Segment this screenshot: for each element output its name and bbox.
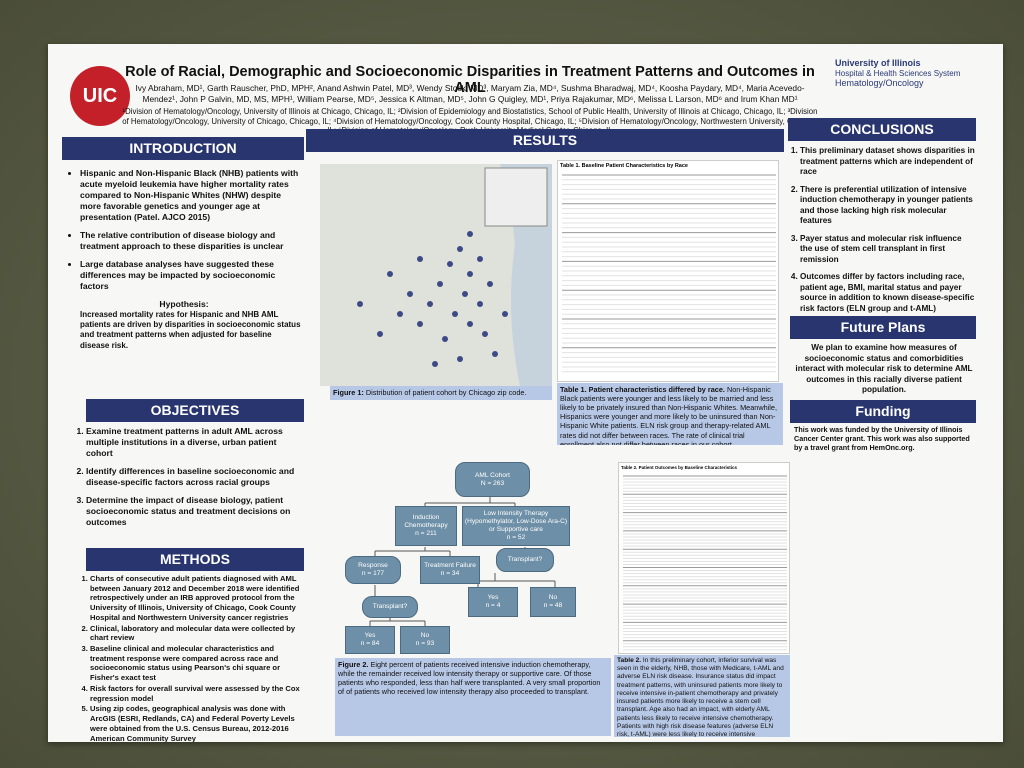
logo-line: Hospital & Health Sciences System <box>835 68 961 78</box>
flow-node: Yes n = 84 <box>345 626 395 654</box>
inset-map <box>484 167 548 227</box>
node-label: Transplant? <box>507 556 543 564</box>
flow-node: Transplant? <box>362 596 418 618</box>
list-item: Identify differences in baseline socioec… <box>86 466 304 488</box>
node-label: Yes <box>364 632 376 640</box>
node-label: Induction Chemotherapy <box>404 514 448 530</box>
bullet-list: Hispanic and Non-Hispanic Black (NHB) pa… <box>66 168 302 292</box>
list-item: Outcomes differ by factors including rac… <box>800 272 976 314</box>
objectives-text: Examine treatment patterns in adult AML … <box>72 426 304 548</box>
logo-line: University of Illinois <box>835 58 921 68</box>
map-figure <box>320 164 552 386</box>
list-item: There is preferential utilization of int… <box>800 185 976 227</box>
node-label: No <box>548 594 558 602</box>
flow-node: Induction Chemotherapy n = 211 <box>395 506 457 546</box>
flow-node: No n = 93 <box>400 626 450 654</box>
list-item: Examine treatment patterns in adult AML … <box>86 426 304 459</box>
right-logo: University of Illinois Hospital & Health… <box>835 58 965 89</box>
methods-text: Charts of consecutive adult patients dia… <box>76 574 304 742</box>
section-heading: RESULTS <box>306 129 784 152</box>
flow-node: Low Intensity Therapy (Hypomethylator, L… <box>462 506 570 546</box>
caption-text: In this preliminary cohort, inferior sur… <box>617 657 784 737</box>
table-lines <box>562 174 776 373</box>
logo-line: Hematology/Oncology <box>835 78 924 89</box>
poster-title: Role of Racial, Demographic and Socioeco… <box>125 64 815 96</box>
node-count: n = 84 <box>360 640 380 647</box>
conclusions-text: This preliminary dataset shows dispariti… <box>786 146 976 314</box>
table-lines <box>623 475 787 651</box>
flowchart-connectors <box>369 497 556 627</box>
list-item: Large database analyses have suggested t… <box>80 259 302 292</box>
list-item: The relative contribution of disease bio… <box>80 230 302 252</box>
figure2-caption: Figure 2. Eight percent of patients rece… <box>335 658 611 736</box>
caption-text: Non-Hispanic Black patients were younger… <box>560 385 777 445</box>
table1-caption: Table 1. Patient characteristics differe… <box>557 383 783 445</box>
flow-node: Yes n = 4 <box>468 587 518 617</box>
list-item: Clinical, laboratory and molecular data … <box>90 624 304 643</box>
node-count: n = 4 <box>485 602 501 609</box>
node-label: AML Cohort <box>475 471 510 479</box>
authors: Ivy Abraham, MD¹, Garth Rauscher, PhD, M… <box>135 83 805 104</box>
flow-node: Response n = 177 <box>345 556 401 584</box>
list-item: Hispanic and Non-Hispanic Black (NHB) pa… <box>80 168 302 223</box>
caption-label: Figure 2. <box>338 660 369 669</box>
numbered-list: This preliminary dataset shows dispariti… <box>786 146 976 314</box>
node-label: Transplant? <box>372 603 408 611</box>
section-heading: Future Plans <box>790 316 976 339</box>
patient-dots <box>357 231 508 367</box>
node-count: n = 34 <box>440 570 460 577</box>
hypothesis: Increased mortality rates for Hispanic a… <box>80 310 301 350</box>
node-label: Treatment Failure <box>424 562 476 570</box>
table-title: Table 1. Baseline Patient Characteristic… <box>560 163 688 169</box>
map <box>320 164 552 386</box>
introduction-text: Hispanic and Non-Hispanic Black (NHB) pa… <box>66 168 302 396</box>
node-count: n = 93 <box>415 640 435 647</box>
future-plans-text: We plan to examine how measures of socio… <box>795 343 973 394</box>
flow-node: No n = 48 <box>530 587 576 617</box>
node-label: Yes <box>487 594 499 602</box>
node-label: Response <box>358 562 388 570</box>
caption-text: Eight percent of patients received inten… <box>338 660 601 697</box>
hypothesis-title: Hypothesis: <box>159 299 209 309</box>
numbered-list: Examine treatment patterns in adult AML … <box>72 426 304 528</box>
list-item: Risk factors for overall survival were a… <box>90 684 304 703</box>
uic-logo: UIC <box>70 66 130 126</box>
node-count: n = 52 <box>506 533 526 541</box>
table2-caption: Table 2. In this preliminary cohort, inf… <box>614 655 790 737</box>
list-item: Using zip codes, geographical analysis w… <box>90 704 304 742</box>
table1-image: Table 1. Baseline Patient Characteristic… <box>557 160 779 382</box>
numbered-list: Charts of consecutive adult patients dia… <box>76 574 304 742</box>
table-title: Table 2. Patient Outcomes by Baseline Ch… <box>621 465 737 470</box>
section-heading: Funding <box>790 400 976 423</box>
table2-image: Table 2. Patient Outcomes by Baseline Ch… <box>618 462 790 654</box>
funding-text: This work was funded by the University o… <box>794 425 970 453</box>
node-count: n = 177 <box>361 570 385 577</box>
node-count: n = 48 <box>543 602 563 609</box>
caption-label: Figure 1: <box>333 388 364 397</box>
node-label: Low Intensity Therapy (Hypomethylator, L… <box>464 510 568 533</box>
caption-label: Table 2. <box>617 657 642 664</box>
list-item: Baseline clinical and molecular characte… <box>90 644 304 683</box>
list-item: Charts of consecutive adult patients dia… <box>90 574 304 623</box>
list-item: Determine the impact of disease biology,… <box>86 495 304 528</box>
node-count: N = 263 <box>480 479 505 487</box>
section-heading: OBJECTIVES <box>86 399 304 422</box>
list-item: Payer status and molecular risk influenc… <box>800 234 976 266</box>
figure1-caption: Figure 1: Distribution of patient cohort… <box>330 386 552 400</box>
section-heading: CONCLUSIONS <box>788 118 976 141</box>
node-count: n = 211 <box>415 529 437 537</box>
caption-text: Distribution of patient cohort by Chicag… <box>365 388 527 397</box>
list-item: This preliminary dataset shows dispariti… <box>800 146 976 178</box>
flow-node: AML Cohort N = 263 <box>455 462 530 497</box>
caption-label: Table 1. Patient characteristics differe… <box>560 385 725 394</box>
section-heading: INTRODUCTION <box>62 137 304 160</box>
node-label: No <box>420 632 430 640</box>
flow-node: Transplant? <box>496 548 554 572</box>
flow-node: Treatment Failure n = 34 <box>420 556 480 584</box>
section-heading: METHODS <box>86 548 304 571</box>
